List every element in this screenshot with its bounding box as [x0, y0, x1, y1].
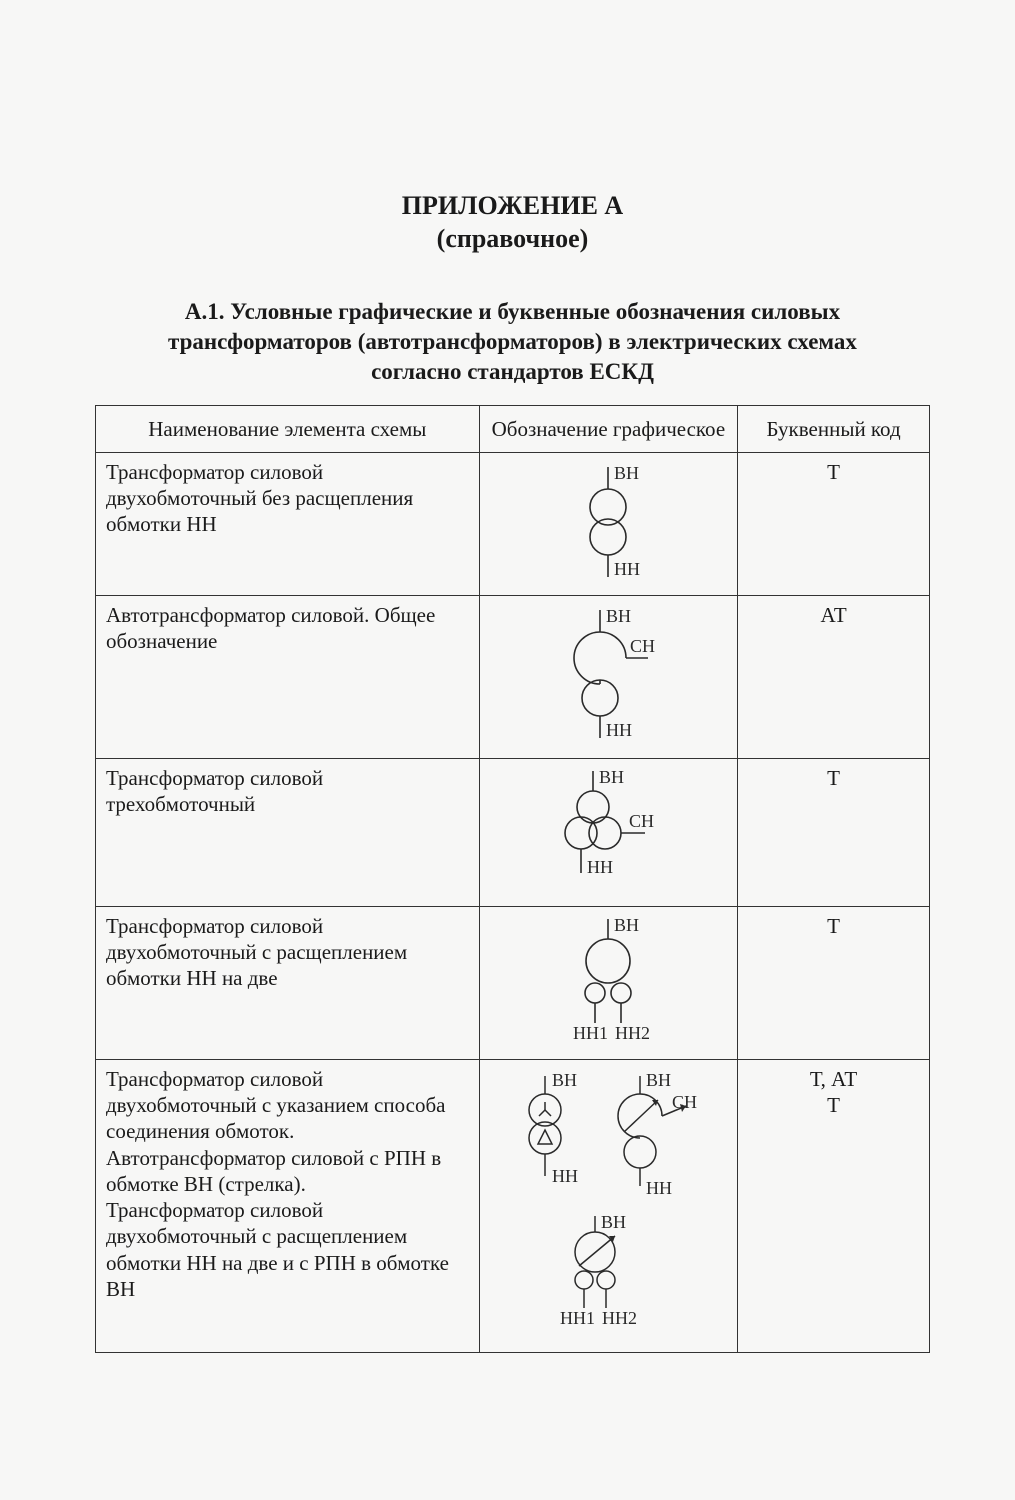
transformer-3w-icon: ВН СН НН: [523, 765, 693, 900]
cell-code: Т, АТ Т: [738, 1059, 930, 1352]
cell-graphic: ВН НН: [479, 452, 738, 595]
label-vn: ВН: [601, 1212, 626, 1232]
combo-symbols-icon: ВН НН: [490, 1066, 740, 1346]
label-vn: ВН: [646, 1070, 671, 1090]
label-sn: СН: [629, 811, 654, 831]
appendix-title: ПРИЛОЖЕНИЕ А (справочное): [95, 190, 930, 255]
cell-name: Автотрансформатор силовой. Общее обознач…: [96, 595, 480, 758]
table-header-row: Наименование элемента схемы Обозначение …: [96, 405, 930, 452]
subtitle-line-3: согласно стандартов ЕСКД: [95, 357, 930, 387]
table-row: Автотрансформатор силовой. Общее обознач…: [96, 595, 930, 758]
title-line-2: (справочное): [95, 223, 930, 256]
label-vn: ВН: [614, 463, 639, 483]
col-header-name: Наименование элемента схемы: [96, 405, 480, 452]
label-nn: НН: [646, 1178, 672, 1198]
table-row: Трансформатор силовой двухобмоточный с у…: [96, 1059, 930, 1352]
table-row: Трансформатор силовой двухобмоточный с р…: [96, 906, 930, 1059]
label-sn: СН: [630, 636, 655, 656]
label-nn1: НН1: [560, 1308, 595, 1328]
cell-graphic: ВН НН1 НН2: [479, 906, 738, 1059]
cell-code: АТ: [738, 595, 930, 758]
cell-code: Т: [738, 758, 930, 906]
label-vn: ВН: [614, 915, 639, 935]
cell-name: Трансформатор силовой двухобмоточный с у…: [96, 1059, 480, 1352]
cell-code: Т: [738, 452, 930, 595]
label-nn: НН: [552, 1166, 578, 1186]
cell-name: Трансформатор силовой двухобмоточный без…: [96, 452, 480, 595]
transformer-split-lv-icon: ВН НН1 НН2: [523, 913, 693, 1053]
label-sn: СН: [672, 1092, 697, 1112]
section-heading: А.1. Условные графические и буквенные об…: [95, 297, 930, 387]
label-vn: ВН: [552, 1070, 577, 1090]
table-row: Трансформатор силовой двухобмоточный без…: [96, 452, 930, 595]
page: ПРИЛОЖЕНИЕ А (справочное) А.1. Условные …: [0, 0, 1015, 1500]
table-row: Трансформатор силовой трехобмоточный ВН: [96, 758, 930, 906]
label-nn: НН: [606, 720, 632, 740]
label-nn2: НН2: [615, 1023, 650, 1043]
symbols-table: Наименование элемента схемы Обозначение …: [95, 405, 930, 1353]
cell-graphic: ВН СН НН: [479, 758, 738, 906]
label-vn: ВН: [606, 606, 631, 626]
cell-name: Трансформатор силовой двухобмоточный с р…: [96, 906, 480, 1059]
cell-graphic: ВН СН НН: [479, 595, 738, 758]
cell-code: Т: [738, 906, 930, 1059]
subtitle-line-2: трансформаторов (автотрансформаторов) в …: [95, 327, 930, 357]
label-nn: НН: [614, 559, 640, 579]
col-header-graphic: Обозначение графическое: [479, 405, 738, 452]
autotransformer-icon: ВН СН НН: [528, 602, 688, 752]
cell-name: Трансформатор силовой трехобмоточный: [96, 758, 480, 906]
transformer-2w-icon: ВН НН: [538, 459, 678, 589]
label-nn2: НН2: [602, 1308, 637, 1328]
col-header-code: Буквенный код: [738, 405, 930, 452]
subtitle-line-1: А.1. Условные графические и буквенные об…: [95, 297, 930, 327]
label-vn: ВН: [599, 767, 624, 787]
label-nn: НН: [587, 857, 613, 877]
cell-graphic: ВН НН: [479, 1059, 738, 1352]
label-nn1: НН1: [573, 1023, 608, 1043]
title-line-1: ПРИЛОЖЕНИЕ А: [95, 190, 930, 223]
